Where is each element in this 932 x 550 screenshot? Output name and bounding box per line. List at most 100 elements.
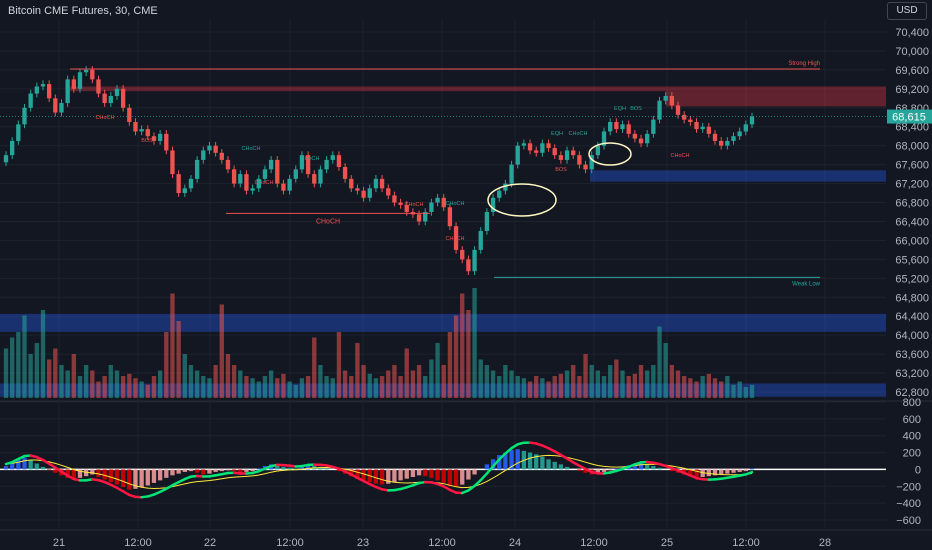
macd-histogram-bar [102,469,107,480]
volume-bar [207,378,212,398]
volume-bar [3,348,9,398]
volume-bar [213,365,218,398]
volume-bar [435,343,440,398]
candle-body [231,169,237,184]
macd-histogram-bar [638,462,644,470]
volume-bar [349,376,354,398]
volume-bar [404,348,409,398]
candle-body [361,190,366,198]
candle-body [583,164,588,170]
candle-body [182,188,187,194]
macd-histogram-bar [540,456,545,470]
candle-body [342,167,348,179]
macd-histogram-bar [151,469,157,483]
macd-histogram-bar [706,469,712,477]
price-tick-label: 67,600 [895,160,929,172]
candle-body [577,155,582,165]
candle-body [719,140,724,146]
price-tick-label: 65,600 [895,254,929,266]
volume-bar [293,384,298,398]
price-tick-label: 64,800 [895,292,929,304]
volume-bar [22,315,27,398]
candle-body [441,197,446,208]
candle-body [478,230,483,250]
volume-bar [583,354,588,398]
candle-body [34,86,39,94]
macd-histogram-bar [96,469,101,478]
macd-histogram-bar [700,469,705,478]
candle-body [706,126,712,134]
volume-bar [336,332,342,398]
candle-body [299,155,305,170]
volume-bar [719,381,724,398]
volume-bar [657,326,662,398]
volume-bar [16,332,21,398]
macd-histogram-bar [435,469,440,481]
macd-histogram-bar [318,466,323,470]
structure-label: CHoCH [255,180,274,186]
currency-button[interactable]: USD [887,2,927,20]
volume-bar [318,365,323,398]
volume-bar [423,376,428,398]
volume-bar [355,343,360,398]
annotation-ellipse [588,142,632,166]
macd-histogram-bar [90,469,95,475]
macd-tick-label: 200 [903,448,921,460]
candle-body [540,143,545,153]
volume-bar [275,378,280,398]
candle-body [737,131,742,137]
demand-zone [0,313,886,332]
price-tick-label: 70,000 [895,46,929,58]
candle-body [589,155,594,170]
macd-histogram-bar [3,466,9,470]
volume-bar [429,359,434,398]
macd-histogram-bar [669,469,675,472]
volume-bar [28,354,33,398]
candle-body [749,116,755,125]
structure-label: BOS [630,106,642,112]
time-tick-label: 21 [53,537,65,549]
candle-body [40,84,46,87]
candle-body [638,138,644,144]
volume-bar [534,376,539,398]
macd-line-segment [485,465,495,475]
candle-body [608,122,613,132]
macd-histogram-bar [608,469,613,471]
time-tick-label: 25 [661,537,673,549]
volume-bar [682,376,687,398]
candle-body [429,202,434,212]
volume-bar [77,376,83,398]
macd-tick-label: −400 [896,498,921,510]
macd-histogram-bar [201,469,206,475]
macd-histogram-bar [139,469,144,488]
macd-histogram-bar [108,469,113,483]
volume-bar [373,378,379,398]
structure-label: CHoCH [405,202,424,208]
macd-tick-label: 400 [903,431,921,443]
volume-bar [447,332,453,398]
macd-histogram-bar [10,462,15,470]
candle-body [490,197,496,212]
candle-body [188,178,194,189]
macd-tick-label: 0 [915,464,921,476]
macd-histogram-bar [281,466,286,470]
macd-histogram-bar [46,469,52,471]
volume-bar [65,370,70,398]
candle-body [3,155,9,163]
volume-bar [139,381,144,398]
candle-body [398,202,403,205]
macd-histogram-bar [688,469,693,477]
structure-label: CHoCH [569,131,588,137]
candle-body [151,136,157,141]
volume-bar [614,359,619,398]
candle-body [404,204,409,212]
macd-tick-label: −600 [896,515,921,527]
price-tick-label: 66,000 [895,235,929,247]
candle-body [336,155,342,167]
volume-bar [102,376,107,398]
volume-bar [521,378,527,398]
volume-bar [497,376,502,398]
candle-body [53,98,58,113]
volume-bar [509,370,514,398]
